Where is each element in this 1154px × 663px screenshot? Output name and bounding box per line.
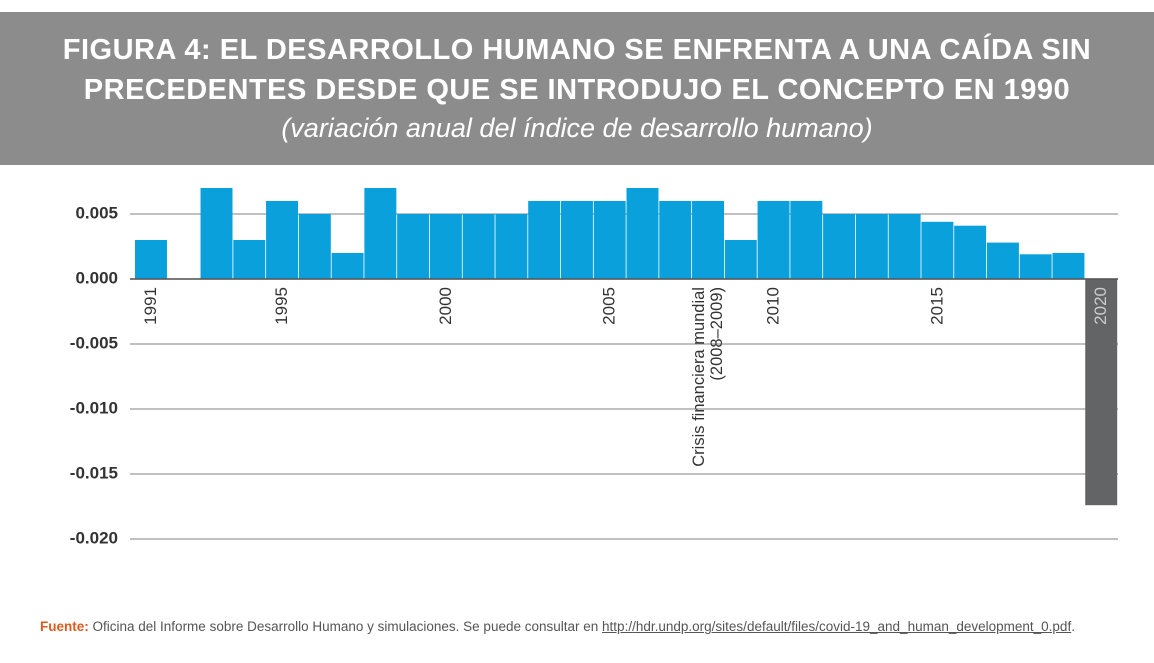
source-text: Oficina del Informe sobre Desarrollo Hum…	[92, 619, 599, 634]
bar	[200, 188, 233, 279]
x-tick-label: 2010	[763, 287, 782, 325]
bar	[593, 201, 626, 279]
annotation: (2008–2009)	[708, 287, 726, 381]
bar	[790, 201, 823, 279]
bar	[986, 242, 1019, 279]
source: Fuente: Oficina del Informe sobre Desarr…	[40, 617, 1154, 637]
chart: 0.005 0.000 -0.005 -0.010 -0.015 -0.020 1991 19…	[70, 188, 1118, 547]
y-tick-label: 0.005	[75, 203, 118, 222]
bar	[135, 240, 167, 279]
header: FIGURA 4: EL DESARROLLO HUMANO SE ENFREN…	[0, 12, 1154, 165]
y-tick-label: -0.015	[70, 463, 118, 482]
title-line: FIGURA 4: EL DESARROLLO HUMANO SE ENFREN…	[62, 34, 1092, 66]
subtitle: (variación anual del índice de desarroll…	[281, 113, 873, 143]
source-end: .	[1071, 619, 1075, 634]
bar	[1019, 254, 1052, 279]
bar	[757, 201, 790, 279]
bar	[1052, 253, 1085, 279]
y-tick-label: 0.000	[75, 268, 118, 287]
source-link[interactable]: http://hdr.undp.org/sites/default/files/…	[602, 619, 1072, 634]
x-tick-label: 2000	[436, 287, 455, 325]
x-tick-label: 2005	[600, 287, 619, 325]
y-tick-label: -0.005	[70, 333, 118, 352]
title-line: PRECEDENTES DESDE QUE SE INTRODUJO EL CO…	[83, 74, 1071, 106]
bar	[331, 253, 364, 279]
x-tick-label: 2015	[927, 287, 946, 325]
x-tick-label: 1991	[141, 287, 160, 325]
bar	[724, 240, 757, 279]
x-tick-label: 1995	[272, 287, 291, 325]
annotation: Crisis financiera mundial	[690, 287, 708, 467]
bar	[921, 221, 954, 279]
x-tick-label: 2020	[1091, 287, 1110, 325]
bar	[429, 214, 462, 279]
bar	[954, 225, 987, 279]
bar	[364, 188, 397, 279]
y-tick-label: -0.020	[70, 528, 118, 547]
y-tick-label: -0.010	[70, 398, 118, 417]
bar	[397, 214, 430, 279]
bar	[692, 201, 724, 279]
bar	[298, 214, 331, 279]
bar	[823, 214, 856, 279]
bar	[266, 201, 299, 279]
source-label: Fuente:	[40, 619, 89, 634]
bar	[626, 188, 659, 279]
bar	[888, 214, 921, 279]
bar	[855, 214, 888, 279]
bar	[528, 201, 561, 279]
bar	[1085, 279, 1118, 506]
bar	[495, 214, 528, 279]
bar	[462, 214, 495, 279]
bar	[560, 201, 593, 279]
bar	[233, 240, 266, 279]
bar	[659, 201, 692, 279]
